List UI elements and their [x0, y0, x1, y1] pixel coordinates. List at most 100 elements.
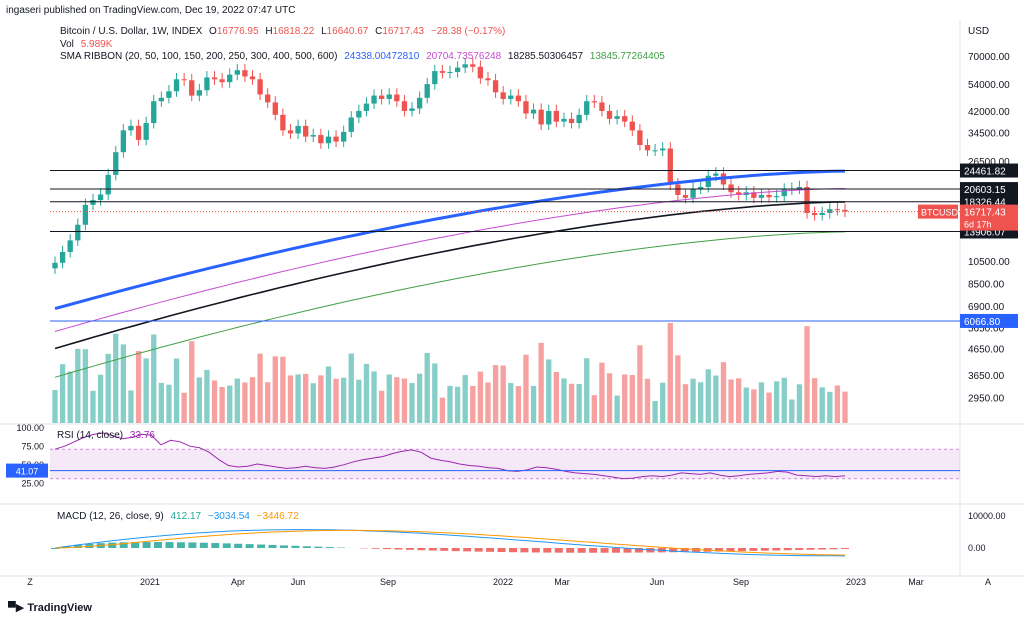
macd-histogram-bar — [623, 548, 632, 553]
candle-body — [462, 64, 468, 68]
volume-bar — [758, 382, 765, 423]
volume-bar — [477, 371, 484, 423]
candle-body — [682, 194, 689, 198]
macd-histogram-bar — [543, 548, 552, 553]
volume-bar — [242, 382, 248, 423]
volume-bar — [173, 358, 180, 423]
candle-body — [705, 175, 711, 187]
macd-histogram-bar — [737, 548, 746, 552]
symbol-tag — [918, 204, 958, 219]
logo-icon: ▀▶ — [8, 602, 25, 614]
candle-body — [143, 123, 149, 140]
volume-bar — [576, 383, 582, 423]
candle-body — [523, 101, 529, 114]
sma-line — [54, 169, 846, 311]
candle-body — [500, 92, 506, 99]
volume-bar — [424, 352, 430, 423]
candle-body — [394, 94, 400, 102]
sma-legend[interactable]: SMA RIBBON (20, 50, 100, 150, 200, 250, … — [60, 51, 665, 62]
volume-bar — [204, 369, 210, 423]
volume-bar — [227, 385, 233, 423]
volume-bar — [348, 353, 354, 423]
time-tick-label: 2021 — [140, 577, 160, 587]
macd-histogram-bar — [222, 543, 231, 548]
macd-histogram-bar — [325, 547, 334, 548]
candle-body — [622, 116, 628, 122]
macd-histogram-bar — [818, 548, 827, 550]
close-value: 16717.43 — [382, 26, 425, 37]
sma-value-3: 18285.50306457 — [507, 51, 583, 62]
volume-bar — [158, 382, 165, 423]
candle-body — [181, 79, 187, 81]
candle-body — [135, 125, 142, 140]
volume-bar — [705, 369, 711, 423]
macd-histogram-bar — [646, 548, 655, 553]
candle-body — [219, 79, 225, 83]
volume-bar — [644, 378, 651, 423]
candle-body — [652, 150, 658, 152]
candle-body — [804, 186, 810, 214]
candle-body — [120, 130, 127, 153]
signal-line — [54, 529, 846, 556]
candle-body — [401, 101, 408, 111]
macd-histogram-bar — [715, 548, 724, 552]
candle-body — [151, 101, 157, 124]
volume-bar — [310, 383, 316, 423]
volume-bar — [97, 374, 104, 423]
sma-line — [54, 201, 846, 350]
tradingview-logo[interactable]: ▀▶ TradingView — [8, 601, 92, 614]
macd-histogram-bar — [428, 548, 437, 551]
volume-bar — [462, 375, 468, 423]
volume-bar — [796, 384, 803, 423]
candle-body — [75, 224, 81, 241]
macd-histogram-bar — [577, 548, 586, 553]
zoom-button: Z — [27, 577, 33, 587]
price-tick-label: 2950.00 — [968, 394, 1005, 405]
rsi-legend[interactable]: RSI (14, close) 33.76 — [57, 430, 155, 441]
level-tag — [960, 163, 1018, 178]
macd-histogram-bar — [291, 545, 300, 548]
candle-body — [477, 66, 484, 79]
publish-line: ingaseri published on TradingView.com, D… — [6, 5, 296, 16]
candle-body — [735, 192, 742, 195]
price-tick-label: 54000.00 — [968, 80, 1010, 91]
volume-bar — [249, 377, 256, 423]
time-tick-label: 2022 — [493, 577, 513, 587]
volume-bar — [698, 382, 704, 423]
volume-bar — [561, 378, 567, 423]
volume-legend[interactable]: Vol 5.989K — [60, 39, 112, 50]
volume-bar — [394, 377, 400, 423]
macd-histogram-bar — [829, 548, 838, 550]
candle-body — [811, 213, 818, 215]
candle-body — [166, 91, 172, 98]
candle-body — [485, 78, 491, 81]
macd-histogram-bar — [234, 543, 243, 548]
candle-body — [128, 125, 134, 131]
currency-label: USD — [968, 26, 990, 37]
volume-bar — [82, 349, 89, 423]
macd-value-2: −3034.54 — [207, 511, 250, 522]
volume-bar — [599, 362, 605, 423]
volume-bar — [67, 371, 73, 423]
volume-bar — [500, 365, 506, 423]
volume-bar — [470, 385, 476, 423]
macd-histogram-bar — [726, 548, 735, 552]
macd-histogram-bar — [51, 548, 59, 549]
candle-body — [530, 109, 537, 114]
rsi-value: 33.76 — [129, 430, 155, 441]
volume-bar — [834, 385, 841, 423]
sma-line — [54, 231, 846, 378]
macd-histogram-bar — [783, 548, 792, 551]
macd-histogram-bar — [119, 542, 128, 548]
macd-histogram-bar — [371, 548, 380, 549]
symbol-legend[interactable]: Bitcoin / U.S. Dollar, 1W, INDEX O16776.… — [60, 26, 505, 37]
volume-bar — [660, 382, 666, 423]
macd-legend[interactable]: MACD (12, 26, close, 9) 412.17 −3034.54 … — [57, 511, 299, 522]
open-label: O — [209, 26, 217, 37]
macd-histogram-bar — [600, 548, 609, 553]
candle-body — [751, 192, 757, 198]
macd-value-3: −3446.72 — [256, 511, 299, 522]
candle-body — [424, 84, 430, 98]
candle-body — [196, 90, 202, 96]
